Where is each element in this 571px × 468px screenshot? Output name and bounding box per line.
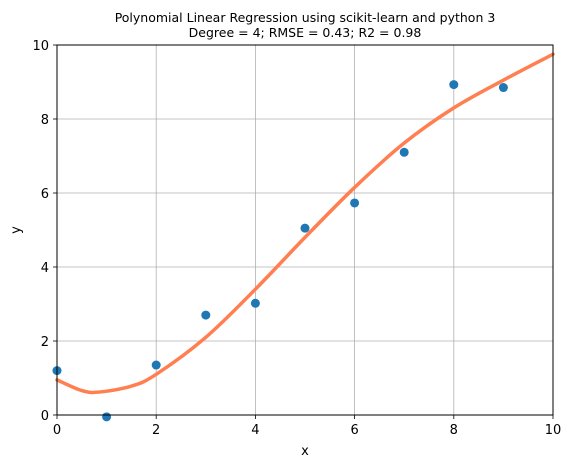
x-tick-label: 0 <box>53 423 61 438</box>
data-point <box>151 360 161 370</box>
chart-subtitle: Degree = 4; RMSE = 0.43; R2 = 0.98 <box>189 25 422 40</box>
scatter-points <box>52 80 508 422</box>
y-tick-label: 8 <box>41 113 49 128</box>
y-axis-label: y <box>9 226 24 234</box>
data-point <box>102 412 112 422</box>
chart-title: Polynomial Linear Regression using sciki… <box>115 10 496 25</box>
fit-curve-layer <box>55 52 555 395</box>
x-tick-label: 6 <box>350 423 358 438</box>
y-tick-label: 10 <box>32 39 49 54</box>
y-tick-label: 4 <box>41 261 49 276</box>
data-point <box>300 223 310 233</box>
y-tick-label: 6 <box>41 187 49 202</box>
fit-curve <box>55 52 555 395</box>
x-tick-label: 2 <box>152 423 160 438</box>
x-axis-label: x <box>301 444 309 459</box>
data-point <box>449 80 459 90</box>
data-point <box>201 310 211 320</box>
data-point <box>350 198 360 208</box>
y-tick-label: 0 <box>41 409 49 424</box>
x-tick-label: 4 <box>251 423 259 438</box>
x-tick-label: 8 <box>450 423 458 438</box>
plot-frame <box>56 44 554 416</box>
data-point <box>250 298 260 308</box>
x-tick-label: 10 <box>545 423 562 438</box>
y-tick-label: 2 <box>41 335 49 350</box>
data-point <box>498 83 508 93</box>
data-point <box>399 147 409 157</box>
axis-ticks: 0 2 4 6 8 10 0 2 4 6 8 10 <box>32 39 561 438</box>
